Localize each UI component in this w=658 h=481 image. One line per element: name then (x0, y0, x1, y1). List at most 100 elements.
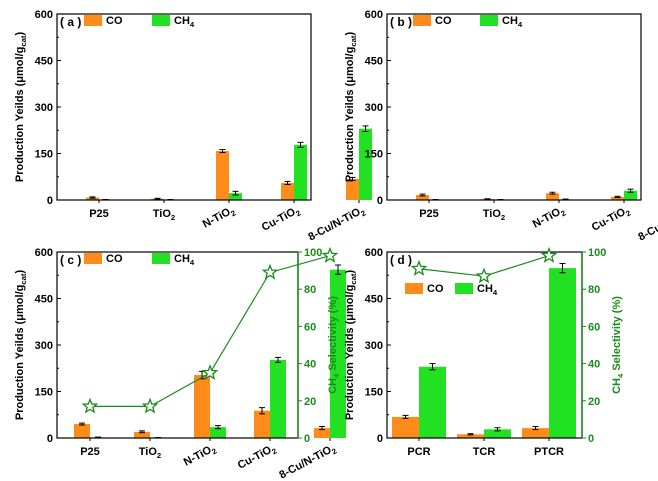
bar-ch4-3 (549, 268, 576, 438)
bar-co-3 (546, 193, 559, 200)
plot-frame (56, 13, 312, 201)
x-tick-label-2: TiO2 (153, 208, 175, 222)
bar-co-2 (457, 434, 484, 438)
y2-tick-label-2: 20 (304, 396, 316, 408)
x-tick-label-5: 8-Cu/N-TiO2 (306, 204, 367, 245)
x-tick-label-5: 8-Cu/N-TiO2 (277, 442, 338, 481)
x-tick-label-2: TiO2 (139, 446, 161, 460)
panel-label: ( c ) (60, 253, 81, 267)
bar-ch4-2 (484, 429, 511, 438)
x-tick-label-3: PTCR (534, 446, 564, 458)
legend-label-ch4: CH4 (174, 15, 195, 29)
bar-co-3 (194, 375, 210, 438)
y2-tick-label-4: 60 (304, 321, 316, 333)
x-tick-label-2: TCR (473, 446, 496, 458)
y-tick-label-4: 450 (35, 294, 53, 306)
legend-swatch-co (413, 15, 431, 26)
y-tick-label-5: 600 (365, 247, 383, 259)
bar-co-1 (416, 195, 429, 200)
bar-ch4-3 (210, 427, 226, 438)
y-tick-label-5: 600 (35, 247, 53, 259)
selectivity-point-3 (201, 364, 219, 381)
y-tick-label-1: 0 (47, 433, 53, 445)
x-tick-label-3: N-TiO2 (201, 204, 238, 232)
legend-label-ch4: CH4 (477, 283, 498, 297)
y-tick-label-5: 600 (35, 9, 53, 21)
panel-label: ( a ) (60, 15, 81, 29)
legend-label-co: CO (106, 253, 123, 265)
legend-swatch-ch4 (152, 15, 170, 26)
x-tick-label-1: P25 (80, 446, 100, 458)
y2-tick-label-2: 20 (588, 396, 600, 408)
y-tick-label-3: 300 (365, 340, 383, 352)
panel-label: ( d ) (390, 253, 412, 267)
selectivity-point-1 (410, 259, 428, 276)
y2-tick-label-1: 0 (304, 433, 310, 445)
y2-tick-label-5: 80 (304, 284, 316, 296)
legend-swatch-ch4 (152, 253, 170, 264)
selectivity-point-3 (540, 246, 558, 263)
bar-co-4 (611, 196, 624, 200)
x-tick-label-4: Cu-TiO2 (260, 204, 303, 235)
bar-ch4-4 (624, 190, 637, 200)
legend-swatch-ch4 (455, 283, 473, 294)
y-tick-label-5: 600 (365, 9, 383, 21)
x-tick-label-1: P25 (89, 208, 109, 220)
y-tick-label-3: 300 (365, 102, 383, 114)
legend-label-co: CO (435, 15, 452, 27)
x-tick-label-4: Cu-TiO2 (236, 442, 279, 473)
bar-co-1 (392, 416, 419, 438)
selectivity-point-1 (81, 397, 99, 414)
y-axis-label: Production Yeilds (μmol/gcat) (344, 32, 358, 183)
bar-co-4 (254, 410, 270, 438)
legend-swatch-ch4 (480, 15, 498, 26)
bar-ch4-4 (270, 359, 286, 438)
y-tick-label-4: 450 (35, 56, 53, 68)
legend-label-co: CO (427, 283, 444, 295)
legend-swatch-co (405, 283, 423, 294)
y2-tick-label-4: 60 (588, 321, 600, 333)
x-tick-label-3: N-TiO2 (182, 442, 219, 470)
bar-ch4-4 (294, 144, 307, 200)
y2-tick-label-3: 40 (588, 359, 600, 371)
y2-axis-label: CH4 Selectivity (%) (611, 296, 625, 394)
y-tick-label-1: 0 (47, 195, 53, 207)
plot-frame (386, 13, 642, 201)
bar-co-5 (314, 428, 330, 438)
bar-ch4-1 (419, 366, 446, 438)
legend-label-co: CO (106, 15, 123, 27)
bar-co-5 (346, 178, 359, 200)
x-tick-label-1: PCR (407, 446, 430, 458)
legend-label-ch4: CH4 (502, 15, 523, 29)
bar-co-2 (134, 431, 150, 438)
y2-axis-label: CH4 Selectivity (%) (327, 296, 341, 394)
y-tick-label-4: 450 (365, 294, 383, 306)
panel-label: ( b ) (390, 15, 412, 29)
selectivity-point-2 (141, 397, 159, 414)
chart-panel-4: ( d ) PCR TCR PTCR 0 150 300 450 600 Production Y… (344, 246, 625, 458)
y-tick-label-2: 150 (35, 149, 53, 161)
bar-co-4 (281, 182, 294, 200)
y-axis-label: Production Yeilds (μmol/gcat) (344, 270, 358, 421)
x-tick-label-4: Cu-TiO2 (590, 204, 633, 235)
y-tick-label-4: 450 (365, 56, 383, 68)
bar-co-1 (86, 197, 99, 200)
y-tick-label-1: 0 (377, 195, 383, 207)
y-tick-label-2: 150 (365, 387, 383, 399)
y-axis-label: Production Yeilds (μmol/gcat) (14, 270, 28, 421)
selectivity-point-4 (261, 263, 279, 280)
x-tick-label-2: TiO2 (483, 208, 505, 222)
y2-tick-label-6: 100 (304, 247, 322, 259)
y2-tick-label-6: 100 (588, 247, 606, 259)
x-tick-label-1: P25 (419, 208, 439, 220)
y2-tick-label-1: 0 (588, 433, 594, 445)
bar-co-1 (74, 424, 90, 438)
y-axis-label: Production Yeilds (μmol/gcat) (14, 32, 28, 183)
y-tick-label-2: 150 (365, 149, 383, 161)
selectivity-point-5 (321, 246, 339, 263)
chart-panel-3: ( c )P25 TiO2 N-TiO2 Cu-TiO2 8-Cu/N-TiO20150… (14, 246, 346, 481)
bar-co-3 (216, 151, 229, 200)
selectivity-point-2 (475, 267, 493, 284)
y2-tick-label-3: 40 (304, 359, 316, 371)
